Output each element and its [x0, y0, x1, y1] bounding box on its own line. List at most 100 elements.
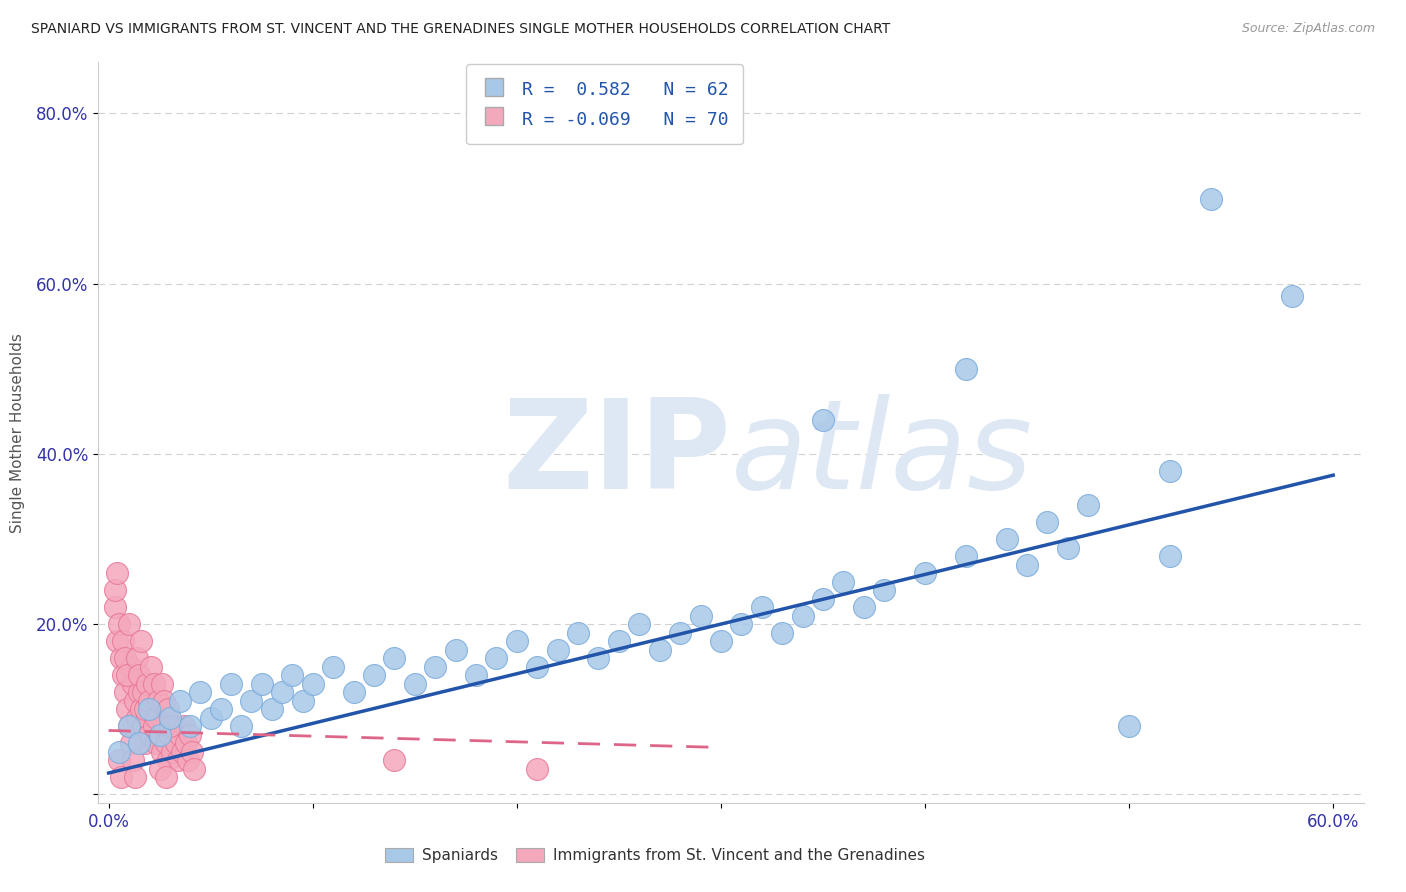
Point — [547, 642, 569, 657]
Legend: Spaniards, Immigrants from St. Vincent and the Grenadines: Spaniards, Immigrants from St. Vincent a… — [380, 841, 931, 869]
Point — [110, 770, 132, 784]
Point — [105, 634, 128, 648]
Point — [271, 685, 294, 699]
Point — [363, 668, 385, 682]
Point — [114, 651, 136, 665]
Point — [122, 753, 145, 767]
Point — [156, 753, 179, 767]
Point — [526, 659, 548, 673]
Point — [648, 642, 671, 657]
Point — [156, 702, 179, 716]
Point — [114, 685, 136, 699]
Point — [955, 361, 977, 376]
Point — [132, 719, 155, 733]
Point — [291, 694, 314, 708]
Point — [322, 659, 344, 673]
Point — [173, 719, 195, 733]
Point — [250, 676, 273, 690]
Point — [149, 728, 172, 742]
Point — [104, 600, 127, 615]
Point — [172, 745, 194, 759]
Text: Source: ZipAtlas.com: Source: ZipAtlas.com — [1241, 22, 1375, 36]
Point — [710, 634, 733, 648]
Point — [159, 728, 181, 742]
Point — [751, 600, 773, 615]
Point — [118, 719, 141, 733]
Point — [811, 591, 834, 606]
Point — [132, 685, 155, 699]
Point — [134, 736, 156, 750]
Point — [118, 617, 141, 632]
Point — [149, 728, 172, 742]
Point — [526, 762, 548, 776]
Point — [914, 566, 936, 580]
Point — [136, 676, 159, 690]
Point — [108, 753, 131, 767]
Point — [167, 753, 190, 767]
Point — [165, 736, 187, 750]
Point — [111, 634, 134, 648]
Point — [142, 676, 165, 690]
Point — [179, 728, 201, 742]
Point — [108, 617, 131, 632]
Text: ZIP: ZIP — [502, 394, 731, 516]
Point — [138, 694, 160, 708]
Point — [607, 634, 630, 648]
Point — [150, 676, 173, 690]
Point — [1036, 515, 1059, 529]
Point — [115, 702, 138, 716]
Point — [128, 668, 150, 682]
Point — [1281, 289, 1303, 303]
Point — [155, 736, 177, 750]
Point — [183, 762, 205, 776]
Point — [169, 694, 191, 708]
Point — [382, 651, 405, 665]
Point — [149, 762, 172, 776]
Point — [955, 549, 977, 563]
Point — [873, 582, 896, 597]
Point — [485, 651, 508, 665]
Point — [1015, 558, 1038, 572]
Point — [128, 685, 150, 699]
Point — [127, 711, 149, 725]
Point — [231, 719, 253, 733]
Point — [689, 608, 711, 623]
Point — [127, 651, 149, 665]
Point — [141, 702, 163, 716]
Point — [145, 736, 167, 750]
Point — [301, 676, 323, 690]
Point — [110, 651, 132, 665]
Point — [1159, 464, 1181, 478]
Point — [115, 668, 138, 682]
Point — [567, 625, 589, 640]
Point — [811, 413, 834, 427]
Point — [382, 753, 405, 767]
Point — [852, 600, 875, 615]
Point — [152, 719, 174, 733]
Point — [832, 574, 855, 589]
Point — [281, 668, 304, 682]
Point — [118, 719, 141, 733]
Point — [1057, 541, 1080, 555]
Point — [155, 770, 177, 784]
Point — [792, 608, 814, 623]
Point — [159, 719, 181, 733]
Point — [174, 736, 197, 750]
Point — [1159, 549, 1181, 563]
Point — [588, 651, 610, 665]
Point — [152, 694, 174, 708]
Point — [179, 719, 201, 733]
Point — [181, 745, 204, 759]
Point — [124, 770, 146, 784]
Point — [995, 532, 1018, 546]
Point — [159, 711, 181, 725]
Point — [128, 736, 150, 750]
Point — [240, 694, 263, 708]
Point — [145, 711, 167, 725]
Point — [404, 676, 426, 690]
Point — [105, 566, 128, 580]
Point — [219, 676, 242, 690]
Point — [260, 702, 283, 716]
Point — [342, 685, 364, 699]
Point — [1199, 192, 1222, 206]
